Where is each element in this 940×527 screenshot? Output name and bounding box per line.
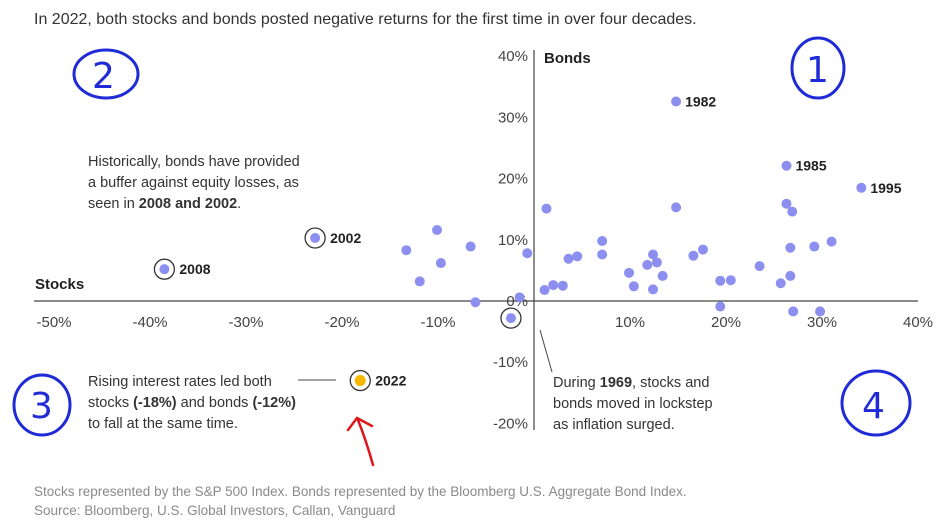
labeled-points: 1982 1985 1995 2002 2008 2022: [153, 93, 902, 392]
leader-1969: [539, 329, 553, 373]
y-tick-label: 30%: [498, 109, 528, 126]
data-point: [628, 281, 639, 292]
data-point: [539, 284, 550, 295]
data-point: [548, 280, 559, 291]
point-label-1982: 1982: [685, 93, 716, 109]
data-point-2008: [159, 264, 170, 275]
footer-note: Stocks represented by the S&P 500 Index.…: [34, 484, 687, 499]
svg-text:3: 3: [30, 386, 53, 427]
data-point: [725, 275, 736, 286]
data-point: [541, 203, 552, 214]
data-point: [648, 249, 659, 260]
data-point-1995: [856, 182, 867, 193]
data-point: [815, 306, 826, 317]
x-tick-labels: -50% -40% -30% -20% -10% 10% 20% 30% 40%: [36, 314, 933, 331]
data-point-2002: [310, 232, 321, 243]
data-point: [785, 270, 796, 281]
data-point: [788, 306, 799, 317]
data-point-1969: [505, 313, 516, 324]
data-point-1982: [671, 96, 682, 107]
x-tick-label: -20%: [324, 314, 359, 331]
data-point: [432, 225, 443, 236]
data-point: [470, 297, 481, 308]
x-tick-label: -40%: [132, 314, 167, 331]
red-arrow: [346, 416, 375, 467]
data-point: [809, 241, 820, 252]
data-point: [522, 248, 533, 259]
point-label-1985: 1985: [795, 158, 826, 174]
svg-text:1: 1: [806, 50, 829, 91]
svg-text:2: 2: [92, 56, 115, 97]
hand-mark-3: 3: [12, 373, 72, 437]
hand-mark-4: 4: [840, 369, 912, 437]
svg-text:4: 4: [862, 386, 885, 427]
point-label-1995: 1995: [870, 180, 901, 196]
point-label-2022: 2022: [375, 373, 406, 389]
y-tick-label: 10%: [498, 232, 528, 249]
data-point: [781, 198, 792, 209]
x-tick-label: -30%: [228, 314, 263, 331]
x-tick-label: 10%: [615, 314, 645, 331]
data-point: [563, 253, 574, 264]
data-point: [787, 206, 798, 217]
data-point: [557, 280, 568, 291]
annotation-historic: Historically, bonds have provided a buff…: [88, 154, 304, 212]
chart-subtitle: In 2022, both stocks and bonds posted ne…: [34, 11, 697, 28]
point-label-2008: 2008: [179, 261, 210, 277]
data-point: [697, 244, 708, 255]
y-tick-label: 20%: [498, 171, 528, 188]
y-tick-label: 40%: [498, 48, 528, 65]
y-tick-label: -10%: [493, 354, 528, 371]
annotation-1969: During 1969, stocks and bonds moved in l…: [553, 375, 717, 433]
data-point: [826, 236, 837, 247]
data-point: [414, 276, 425, 287]
data-point: [775, 278, 786, 289]
data-point: [597, 236, 608, 247]
x-tick-label: -50%: [36, 314, 71, 331]
hand-mark-2: 2: [72, 48, 140, 100]
data-point: [715, 301, 726, 312]
data-point: [754, 261, 765, 272]
data-point: [514, 292, 525, 303]
point-label-2002: 2002: [330, 230, 361, 246]
data-point: [572, 251, 583, 262]
x-tick-label: 30%: [807, 314, 837, 331]
hand-mark-1: 1: [790, 36, 846, 100]
x-tick-label: 40%: [903, 314, 933, 331]
data-point: [715, 275, 726, 286]
data-point: [465, 241, 476, 252]
x-tick-label: -10%: [420, 314, 455, 331]
y-tick-label: -20%: [493, 415, 528, 432]
data-point: [688, 250, 699, 261]
data-point: [648, 284, 659, 295]
data-points: [401, 198, 837, 317]
data-point: [435, 258, 446, 269]
data-point: [657, 270, 668, 281]
annotation-rising-rates: Rising interest rates led both stocks (-…: [88, 374, 300, 432]
x-tick-label: 20%: [711, 314, 741, 331]
data-point: [597, 249, 608, 260]
data-point: [785, 242, 796, 253]
x-axis-title: Stocks: [35, 276, 84, 293]
data-point: [651, 257, 662, 268]
data-point-2022: [354, 375, 366, 387]
data-point: [642, 259, 653, 270]
data-point: [624, 267, 635, 278]
data-point: [671, 202, 682, 213]
data-point: [401, 245, 412, 256]
footer-source: Source: Bloomberg, U.S. Global Investors…: [34, 503, 395, 518]
y-tick-labels: -20%-10%0%10%20%30%40%: [493, 48, 528, 432]
y-axis-title: Bonds: [544, 50, 591, 67]
data-point-1985: [781, 160, 792, 171]
